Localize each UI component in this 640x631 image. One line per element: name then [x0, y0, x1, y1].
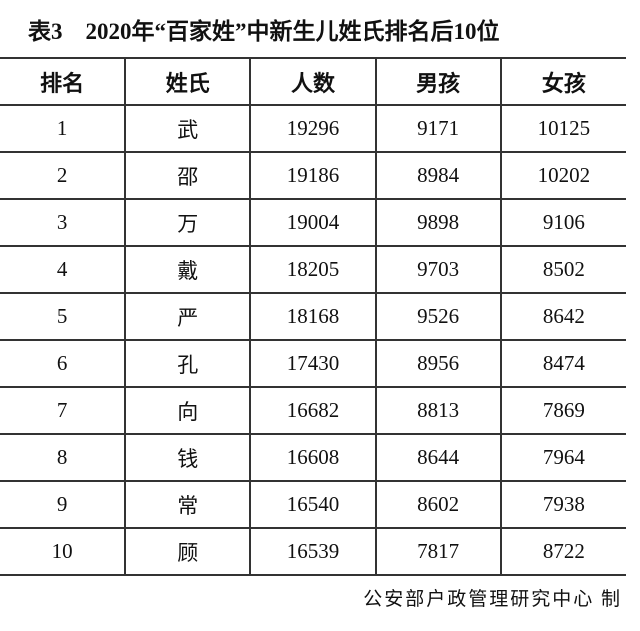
cell-boys: 9898 — [374, 198, 501, 247]
table-row: 2 邵 19186 8984 10202 — [0, 151, 626, 200]
cell-total: 18205 — [249, 245, 376, 294]
cell-rank: 8 — [0, 433, 126, 482]
cell-surname: 常 — [124, 480, 251, 529]
cell-boys: 8984 — [374, 151, 501, 200]
cell-girls: 7964 — [499, 433, 626, 482]
cell-girls: 8722 — [499, 527, 626, 576]
table-title: 表3 2020年“百家姓”中新生儿姓氏排名后10位 — [28, 19, 500, 44]
cell-girls: 7938 — [499, 480, 626, 529]
cell-rank: 10 — [0, 527, 126, 576]
cell-surname: 钱 — [124, 433, 251, 482]
cell-boys: 8602 — [374, 480, 501, 529]
cell-rank: 4 — [0, 245, 126, 294]
cell-girls: 8502 — [499, 245, 626, 294]
cell-total: 16540 — [249, 480, 376, 529]
cell-rank: 5 — [0, 292, 126, 341]
surname-ranking-table: 排名 姓氏 人数 男孩 女孩 1 武 19296 9171 10125 2 邵 19186 8984 10… — [0, 57, 626, 576]
cell-surname: 顾 — [124, 527, 251, 576]
cell-boys: 7817 — [374, 527, 501, 576]
table-row: 3 万 19004 9898 9106 — [0, 198, 626, 247]
cell-girls: 7869 — [499, 386, 626, 435]
cell-total: 16539 — [249, 527, 376, 576]
header-row: 排名 姓氏 人数 男孩 女孩 — [0, 57, 626, 106]
cell-total: 18168 — [249, 292, 376, 341]
cell-total: 19186 — [249, 151, 376, 200]
source-note: 公安部户政管理研究中心 制 — [363, 589, 622, 610]
cell-surname: 邵 — [124, 151, 251, 200]
cell-boys: 9171 — [374, 104, 501, 153]
cell-boys: 8813 — [374, 386, 501, 435]
cell-rank: 7 — [0, 386, 126, 435]
cell-rank: 9 — [0, 480, 126, 529]
cell-rank: 3 — [0, 198, 126, 247]
cell-surname: 万 — [124, 198, 251, 247]
header-surname: 姓氏 — [124, 57, 251, 106]
table-row: 7 向 16682 8813 7869 — [0, 386, 626, 435]
cell-total: 17430 — [249, 339, 376, 388]
cell-boys: 9526 — [374, 292, 501, 341]
cell-boys: 9703 — [374, 245, 501, 294]
cell-rank: 6 — [0, 339, 126, 388]
header-boys: 男孩 — [374, 57, 501, 106]
cell-rank: 1 — [0, 104, 126, 153]
table-row: 6 孔 17430 8956 8474 — [0, 339, 626, 388]
table-row: 1 武 19296 9171 10125 — [0, 104, 626, 153]
table-row: 5 严 18168 9526 8642 — [0, 292, 626, 341]
header-rank: 排名 — [0, 57, 126, 106]
header-total: 人数 — [249, 57, 376, 106]
cell-surname: 戴 — [124, 245, 251, 294]
cell-girls: 10125 — [499, 104, 626, 153]
cell-boys: 8644 — [374, 433, 501, 482]
cell-total: 16608 — [249, 433, 376, 482]
cell-surname: 孔 — [124, 339, 251, 388]
cell-girls: 8642 — [499, 292, 626, 341]
header-girls: 女孩 — [499, 57, 626, 106]
cell-total: 16682 — [249, 386, 376, 435]
table-row: 8 钱 16608 8644 7964 — [0, 433, 626, 482]
cell-girls: 8474 — [499, 339, 626, 388]
cell-surname: 向 — [124, 386, 251, 435]
cell-total: 19296 — [249, 104, 376, 153]
cell-girls: 9106 — [499, 198, 626, 247]
cell-rank: 2 — [0, 151, 126, 200]
table-row: 9 常 16540 8602 7938 — [0, 480, 626, 529]
cell-total: 19004 — [249, 198, 376, 247]
cell-surname: 严 — [124, 292, 251, 341]
cell-girls: 10202 — [499, 151, 626, 200]
cell-surname: 武 — [124, 104, 251, 153]
cell-boys: 8956 — [374, 339, 501, 388]
table-row: 4 戴 18205 9703 8502 — [0, 245, 626, 294]
table-row: 10 顾 16539 7817 8722 — [0, 527, 626, 576]
